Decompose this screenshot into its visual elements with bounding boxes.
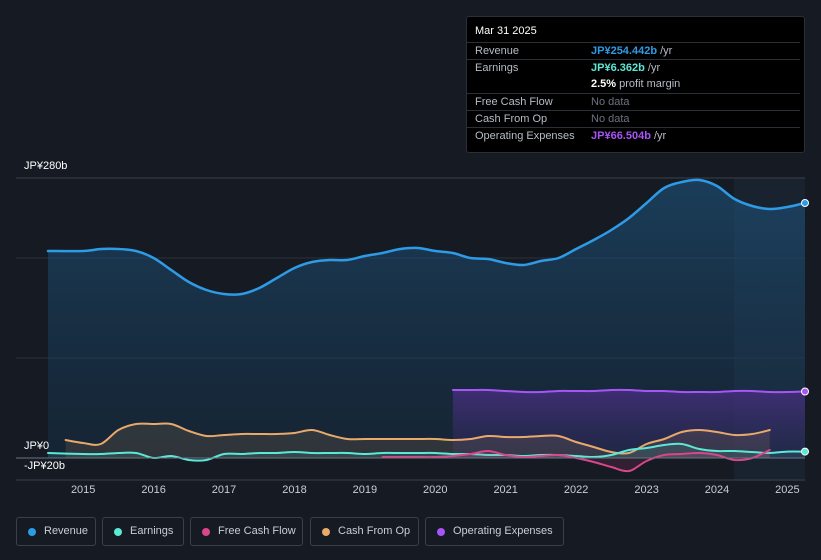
tooltip: Mar 31 2025 Revenue JP¥254.442b /yr Earn… xyxy=(466,16,805,153)
tooltip-row-margin: 2.5% profit margin xyxy=(467,76,800,93)
tooltip-value: JP¥6.362b /yr xyxy=(591,62,660,74)
tooltip-row-fcf: Free Cash Flow No data xyxy=(467,93,800,111)
tooltip-label: Cash From Op xyxy=(475,113,548,125)
x-tick-label: 2022 xyxy=(563,484,589,496)
tooltip-value-cfo: No data xyxy=(591,113,630,125)
series-line-revenue xyxy=(46,178,807,296)
x-tick-label: 2020 xyxy=(423,484,448,496)
y-label-top: JP¥280b xyxy=(24,160,68,172)
tooltip-value-revenue: JP¥254.442b xyxy=(591,45,658,57)
tooltip-label: Earnings xyxy=(475,62,519,74)
legend-label: Free Cash Flow xyxy=(218,525,296,537)
series-area-earnings xyxy=(48,443,805,461)
legend-label: Revenue xyxy=(44,525,89,537)
legend-dot-icon xyxy=(202,528,210,536)
x-tick-label: 2024 xyxy=(704,484,730,496)
legend-dot-icon xyxy=(437,528,445,536)
x-tick-label: 2015 xyxy=(70,484,96,496)
x-tick-label: 2018 xyxy=(282,484,307,496)
legend-label: Cash From Op xyxy=(338,525,411,537)
tooltip-unit: profit margin xyxy=(616,78,681,90)
legend-label: Earnings xyxy=(130,525,174,537)
tooltip-value-earnings: JP¥6.362b xyxy=(591,62,645,74)
tooltip-label: Operating Expenses xyxy=(475,130,575,142)
tooltip-row-earnings: Earnings JP¥6.362b /yr xyxy=(467,59,800,77)
y-label-bottom: -JP¥20b xyxy=(24,460,65,472)
tooltip-unit: /yr xyxy=(657,45,673,57)
tooltip-value-opex: JP¥66.504b xyxy=(591,130,651,142)
tooltip-value: 2.5% profit margin xyxy=(591,78,680,90)
legend-revenue[interactable]: Revenue xyxy=(16,517,96,546)
series-line-operating-expenses xyxy=(451,388,806,394)
y-label-zero: JP¥0 xyxy=(24,440,50,452)
tooltip-unit: /yr xyxy=(644,62,661,74)
legend-dot-icon xyxy=(322,528,330,536)
tooltip-row-cfo: Cash From Op No data xyxy=(467,110,800,128)
legend-dot-icon xyxy=(28,528,36,536)
tooltip-label: Free Cash Flow xyxy=(475,96,553,108)
x-tick-label: 2023 xyxy=(634,484,659,496)
x-tick-label: 2025 xyxy=(775,484,800,496)
tooltip-row-opex: Operating Expenses JP¥66.504b /yr xyxy=(467,127,800,145)
tooltip-unit: /yr xyxy=(650,130,667,142)
series-area-free-cash-flow xyxy=(382,450,770,472)
x-tick-label: 2021 xyxy=(493,484,518,496)
legend-label: Operating Expenses xyxy=(453,525,553,537)
series-area-operating-expenses xyxy=(452,389,805,458)
x-tick-label: 2017 xyxy=(211,484,237,496)
tooltip-date: Mar 31 2025 xyxy=(475,25,537,37)
legend-earnings[interactable]: Earnings xyxy=(102,517,184,546)
end-marker-earnings xyxy=(801,447,809,456)
tooltip-value: JP¥254.442b /yr xyxy=(591,45,672,57)
legend-free-cash-flow[interactable]: Free Cash Flow xyxy=(190,517,303,546)
tooltip-row-revenue: Revenue JP¥254.442b /yr xyxy=(467,42,800,60)
legend-cash-from-op[interactable]: Cash From Op xyxy=(310,517,419,546)
series-area-cash-from-op xyxy=(65,423,770,458)
end-marker-operating-expenses xyxy=(801,387,809,396)
tooltip-value-fcf: No data xyxy=(591,96,630,108)
x-tick-label: 2019 xyxy=(352,484,378,496)
legend-operating-expenses[interactable]: Operating Expenses xyxy=(425,517,564,546)
tooltip-value-margin: 2.5% xyxy=(591,78,617,90)
end-marker-revenue xyxy=(801,199,809,207)
legend-dot-icon xyxy=(114,528,122,536)
series-line-cash-from-op xyxy=(64,422,771,455)
series-area-revenue xyxy=(48,179,805,459)
series-line-earnings xyxy=(47,442,806,462)
tooltip-value: JP¥66.504b /yr xyxy=(591,130,666,142)
tooltip-label: Revenue xyxy=(475,45,520,57)
x-tick-label: 2016 xyxy=(141,484,166,496)
